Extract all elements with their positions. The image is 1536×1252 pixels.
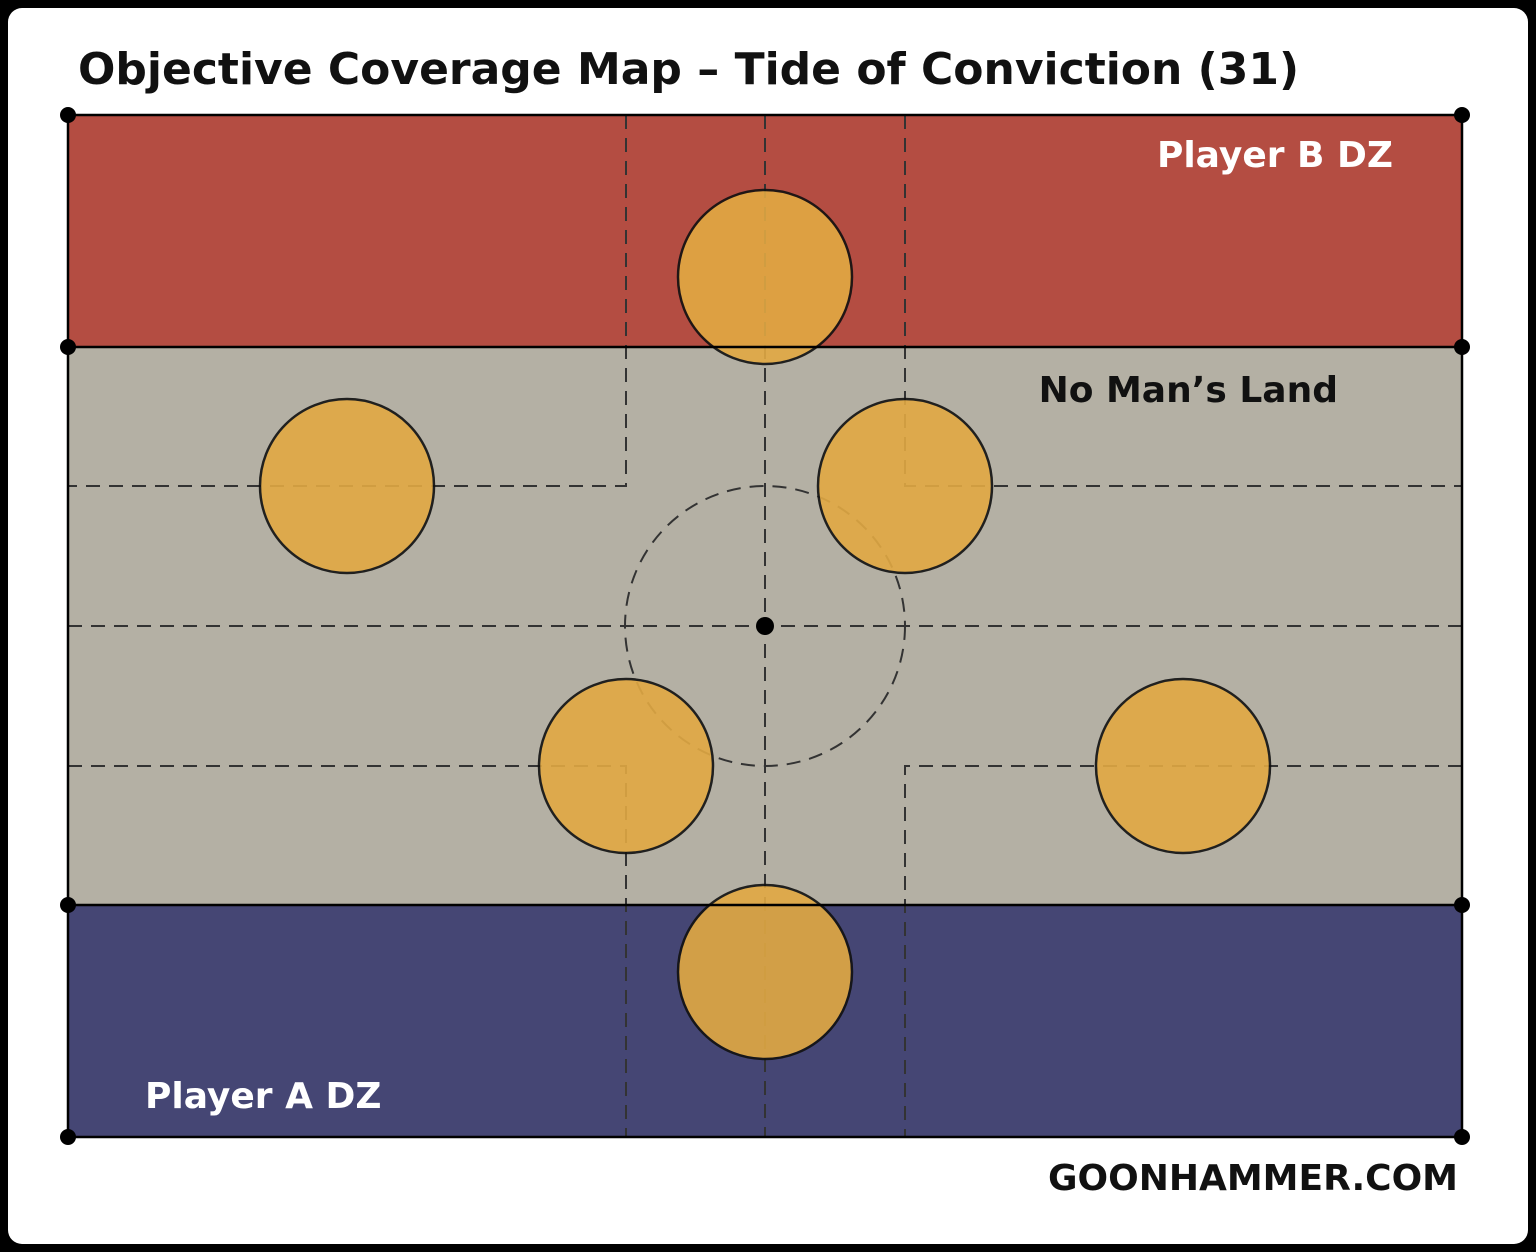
objective	[676, 188, 854, 366]
dashed-line	[904, 765, 1462, 1137]
objective	[537, 677, 715, 855]
dot	[60, 339, 76, 355]
dot	[60, 107, 76, 123]
dot	[1454, 897, 1470, 913]
objectives	[258, 188, 1272, 1061]
zone-label: No Man’s Land	[1039, 370, 1338, 411]
dot	[1454, 1129, 1470, 1145]
objective	[816, 397, 994, 575]
dot	[1454, 107, 1470, 123]
center-circle	[624, 485, 906, 767]
corner-dots	[60, 107, 1470, 1145]
footer: GOONHAMMER.COM	[1048, 1158, 1458, 1199]
objective	[1094, 677, 1272, 855]
objective	[258, 397, 436, 575]
zone-label: Player A DZ	[145, 1076, 381, 1117]
dot	[60, 897, 76, 913]
board-border	[66, 113, 1464, 1139]
zone-label: Player B DZ	[1157, 135, 1393, 176]
dot	[1454, 339, 1470, 355]
title: Objective Coverage Map – Tide of Convict…	[78, 44, 1299, 95]
board-outline	[66, 113, 1464, 1139]
dashed-line	[68, 115, 627, 487]
dot	[60, 1129, 76, 1145]
dot	[756, 617, 774, 635]
objective	[676, 883, 854, 1061]
